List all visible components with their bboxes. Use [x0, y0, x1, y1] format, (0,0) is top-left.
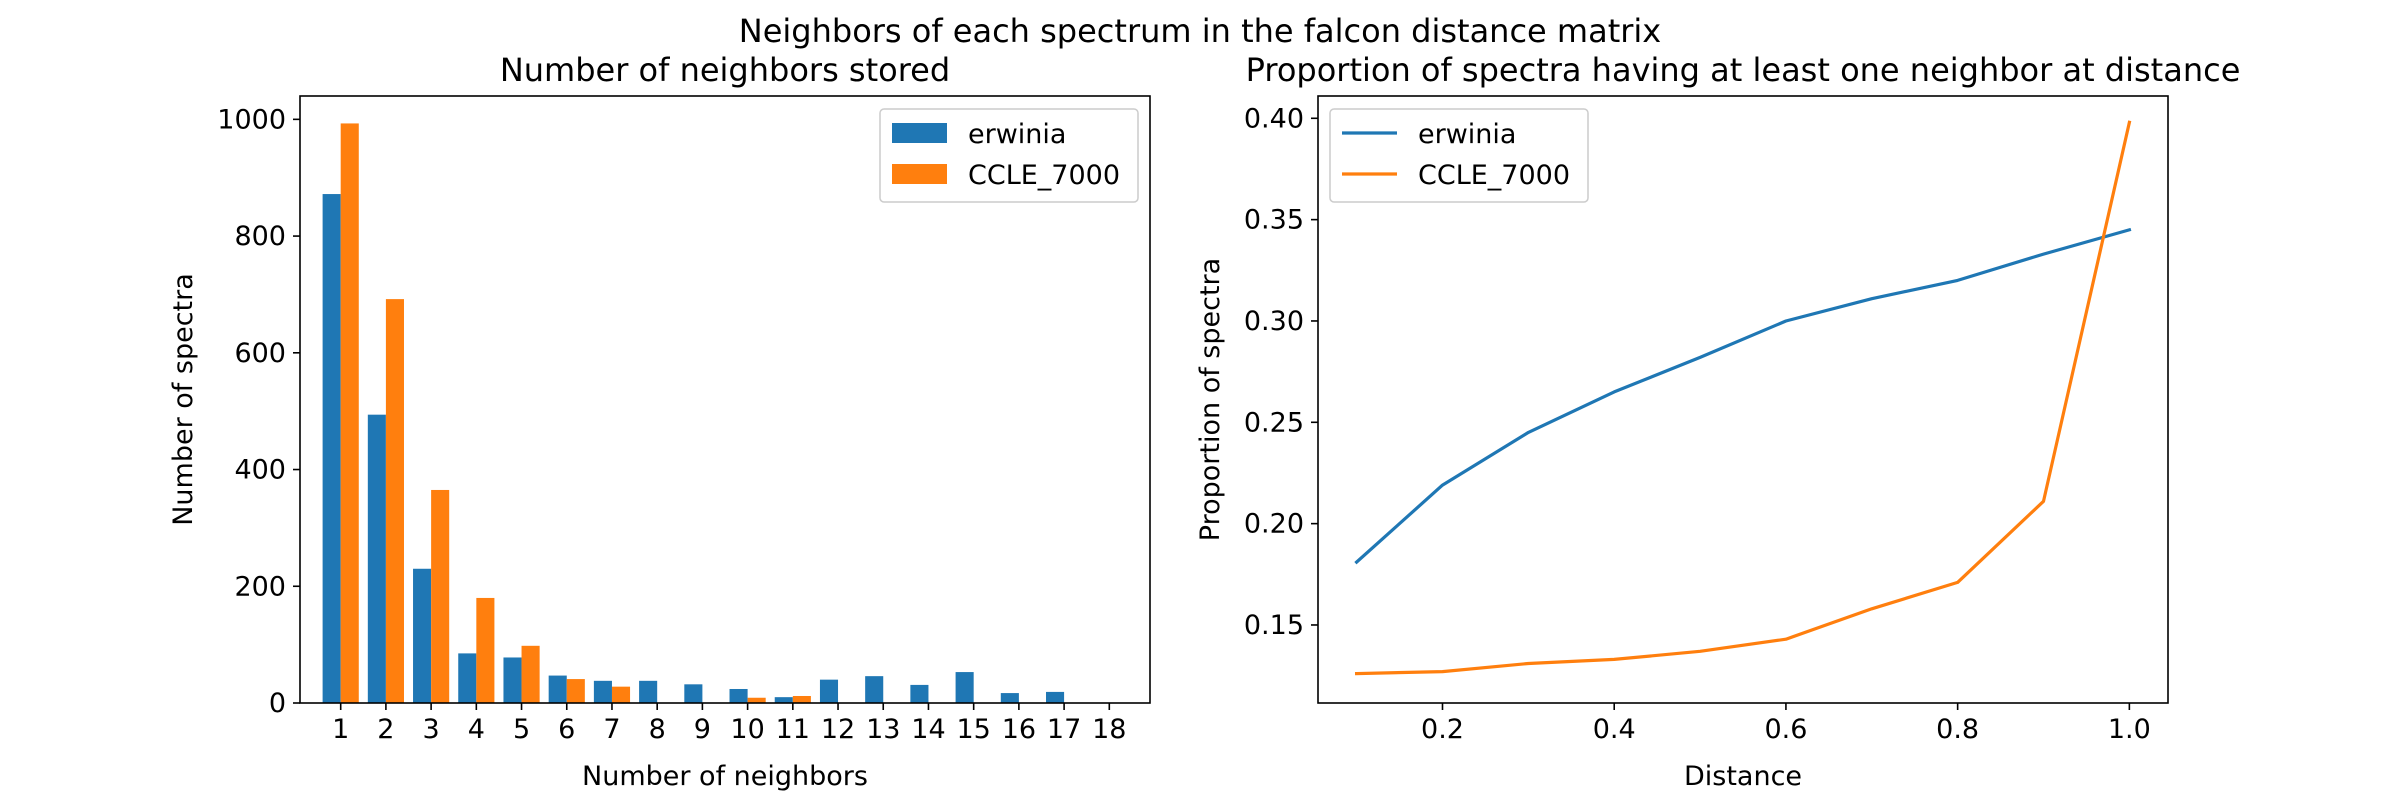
bar-CCLE_7000-7: [611, 686, 631, 703]
y-tick-label: 400: [234, 455, 286, 486]
y-tick-label: 0.20: [1244, 509, 1304, 540]
x-tick-label: 2: [377, 714, 394, 745]
bar-erwinia-4: [458, 653, 477, 703]
x-tick-label: 14: [911, 714, 945, 745]
x-tick-label: 15: [956, 714, 990, 745]
bar-CCLE_7000-2: [385, 299, 404, 703]
bar-erwinia-1: [322, 194, 341, 704]
legend: erwinia CCLE_7000: [1329, 108, 1589, 203]
figure-suptitle: Neighbors of each spectrum in the falcon…: [739, 12, 1661, 50]
x-tick-label: 4: [468, 714, 485, 745]
y-tick-label: 0.35: [1244, 205, 1304, 236]
bar-CCLE_7000-1: [340, 123, 359, 703]
x-tick-label: 9: [694, 714, 711, 745]
legend-swatch-erwinia: [892, 123, 947, 143]
bar-erwinia-10: [729, 688, 748, 703]
bar-series-group: [322, 123, 1065, 704]
x-axis-ticks: 1 2 3 4 5 6 7 8 9 10 11 12 13 14 15 16 17 18: [332, 703, 1126, 745]
left-bar-chart: 1 2 3 4 5 6 7 8 9 10 11 12 13 14 15 16 17 18 020040060080…: [168, 51, 1151, 792]
right-line-chart: 0.2 0.4 0.6 0.8 1.0 0.15 0.20 0.25 0.30 0.35 0.40…: [1195, 51, 2240, 792]
y-axis-label: Number of spectra: [168, 273, 199, 526]
y-tick-label: 800: [234, 221, 286, 252]
x-tick-label: 0.6: [1764, 714, 1807, 745]
y-axis-ticks: 0.15 0.20 0.25 0.30 0.35 0.40: [1244, 103, 1318, 641]
y-tick-label: 1000: [217, 104, 286, 135]
bar-erwinia-13: [865, 676, 884, 703]
x-tick-label: 12: [821, 714, 855, 745]
bar-CCLE_7000-10: [747, 697, 766, 703]
y-axis-label: Proportion of spectra: [1195, 258, 1226, 541]
x-axis-label: Number of neighbors: [582, 761, 868, 792]
x-tick-label: 13: [866, 714, 900, 745]
x-axis-label: Distance: [1684, 761, 1802, 792]
y-tick-label: 0.15: [1244, 610, 1304, 641]
x-tick-label: 0.4: [1593, 714, 1636, 745]
line-series-erwinia: [1354, 227, 2132, 565]
x-tick-label: 8: [649, 714, 666, 745]
plot-title: Proportion of spectra having at least on…: [1246, 51, 2241, 89]
x-tick-label: 0.2: [1421, 714, 1464, 745]
bar-erwinia-3: [413, 568, 432, 703]
bar-erwinia-9: [684, 684, 703, 703]
bar-erwinia-8: [639, 680, 658, 703]
x-tick-label: 1: [332, 714, 349, 745]
bar-erwinia-6: [548, 675, 567, 703]
x-tick-label: 3: [423, 714, 440, 745]
bar-erwinia-15: [955, 672, 974, 703]
y-tick-label: 0.25: [1244, 407, 1304, 438]
x-tick-label: 1.0: [2108, 714, 2151, 745]
bar-erwinia-11: [774, 697, 793, 703]
bar-CCLE_7000-6: [566, 679, 585, 703]
x-axis-ticks: 0.2 0.4 0.6 0.8 1.0: [1421, 703, 2151, 745]
bar-CCLE_7000-4: [476, 597, 495, 703]
plot-frame: [1317, 95, 2169, 704]
x-tick-label: 11: [776, 714, 810, 745]
y-tick-label: 200: [234, 571, 286, 602]
y-tick-label: 0.30: [1244, 306, 1304, 337]
bar-erwinia-14: [910, 684, 929, 703]
x-tick-label: 10: [730, 714, 764, 745]
bar-erwinia-7: [593, 680, 612, 703]
y-tick-label: 600: [234, 338, 286, 369]
plot-title: Number of neighbors stored: [500, 51, 950, 89]
plot-frame: [299, 95, 1151, 704]
bar-erwinia-12: [819, 679, 839, 703]
bar-erwinia-5: [503, 657, 522, 703]
x-tick-label: 5: [513, 714, 530, 745]
bar-erwinia-16: [1000, 693, 1019, 703]
legend-label-erwinia: erwinia: [968, 119, 1066, 150]
bar-erwinia-2: [367, 414, 386, 703]
x-tick-label: 17: [1047, 714, 1081, 745]
bar-erwinia-17: [1046, 691, 1065, 703]
legend-label-CCLE_7000: CCLE_7000: [968, 160, 1120, 191]
legend: erwinia CCLE_7000: [879, 108, 1139, 203]
legend-swatch-CCLE_7000: [892, 164, 947, 184]
y-axis-ticks: 0 200 400 600 800 1000: [217, 104, 300, 719]
legend-label-CCLE_7000: CCLE_7000: [1418, 160, 1570, 191]
x-tick-label: 0.8: [1936, 714, 1979, 745]
x-tick-label: 6: [558, 714, 575, 745]
line-series-CCLE_7000: [1354, 120, 2132, 676]
line-series-group: [1354, 120, 2132, 676]
x-tick-label: 18: [1092, 714, 1126, 745]
bar-CCLE_7000-5: [521, 645, 540, 703]
legend-label-erwinia: erwinia: [1418, 119, 1516, 150]
bar-CCLE_7000-11: [792, 695, 811, 703]
y-tick-label: 0: [269, 688, 286, 719]
y-tick-label: 0.40: [1244, 103, 1304, 134]
x-tick-label: 7: [603, 714, 620, 745]
bar-CCLE_7000-3: [431, 489, 450, 703]
x-tick-label: 16: [1002, 714, 1036, 745]
